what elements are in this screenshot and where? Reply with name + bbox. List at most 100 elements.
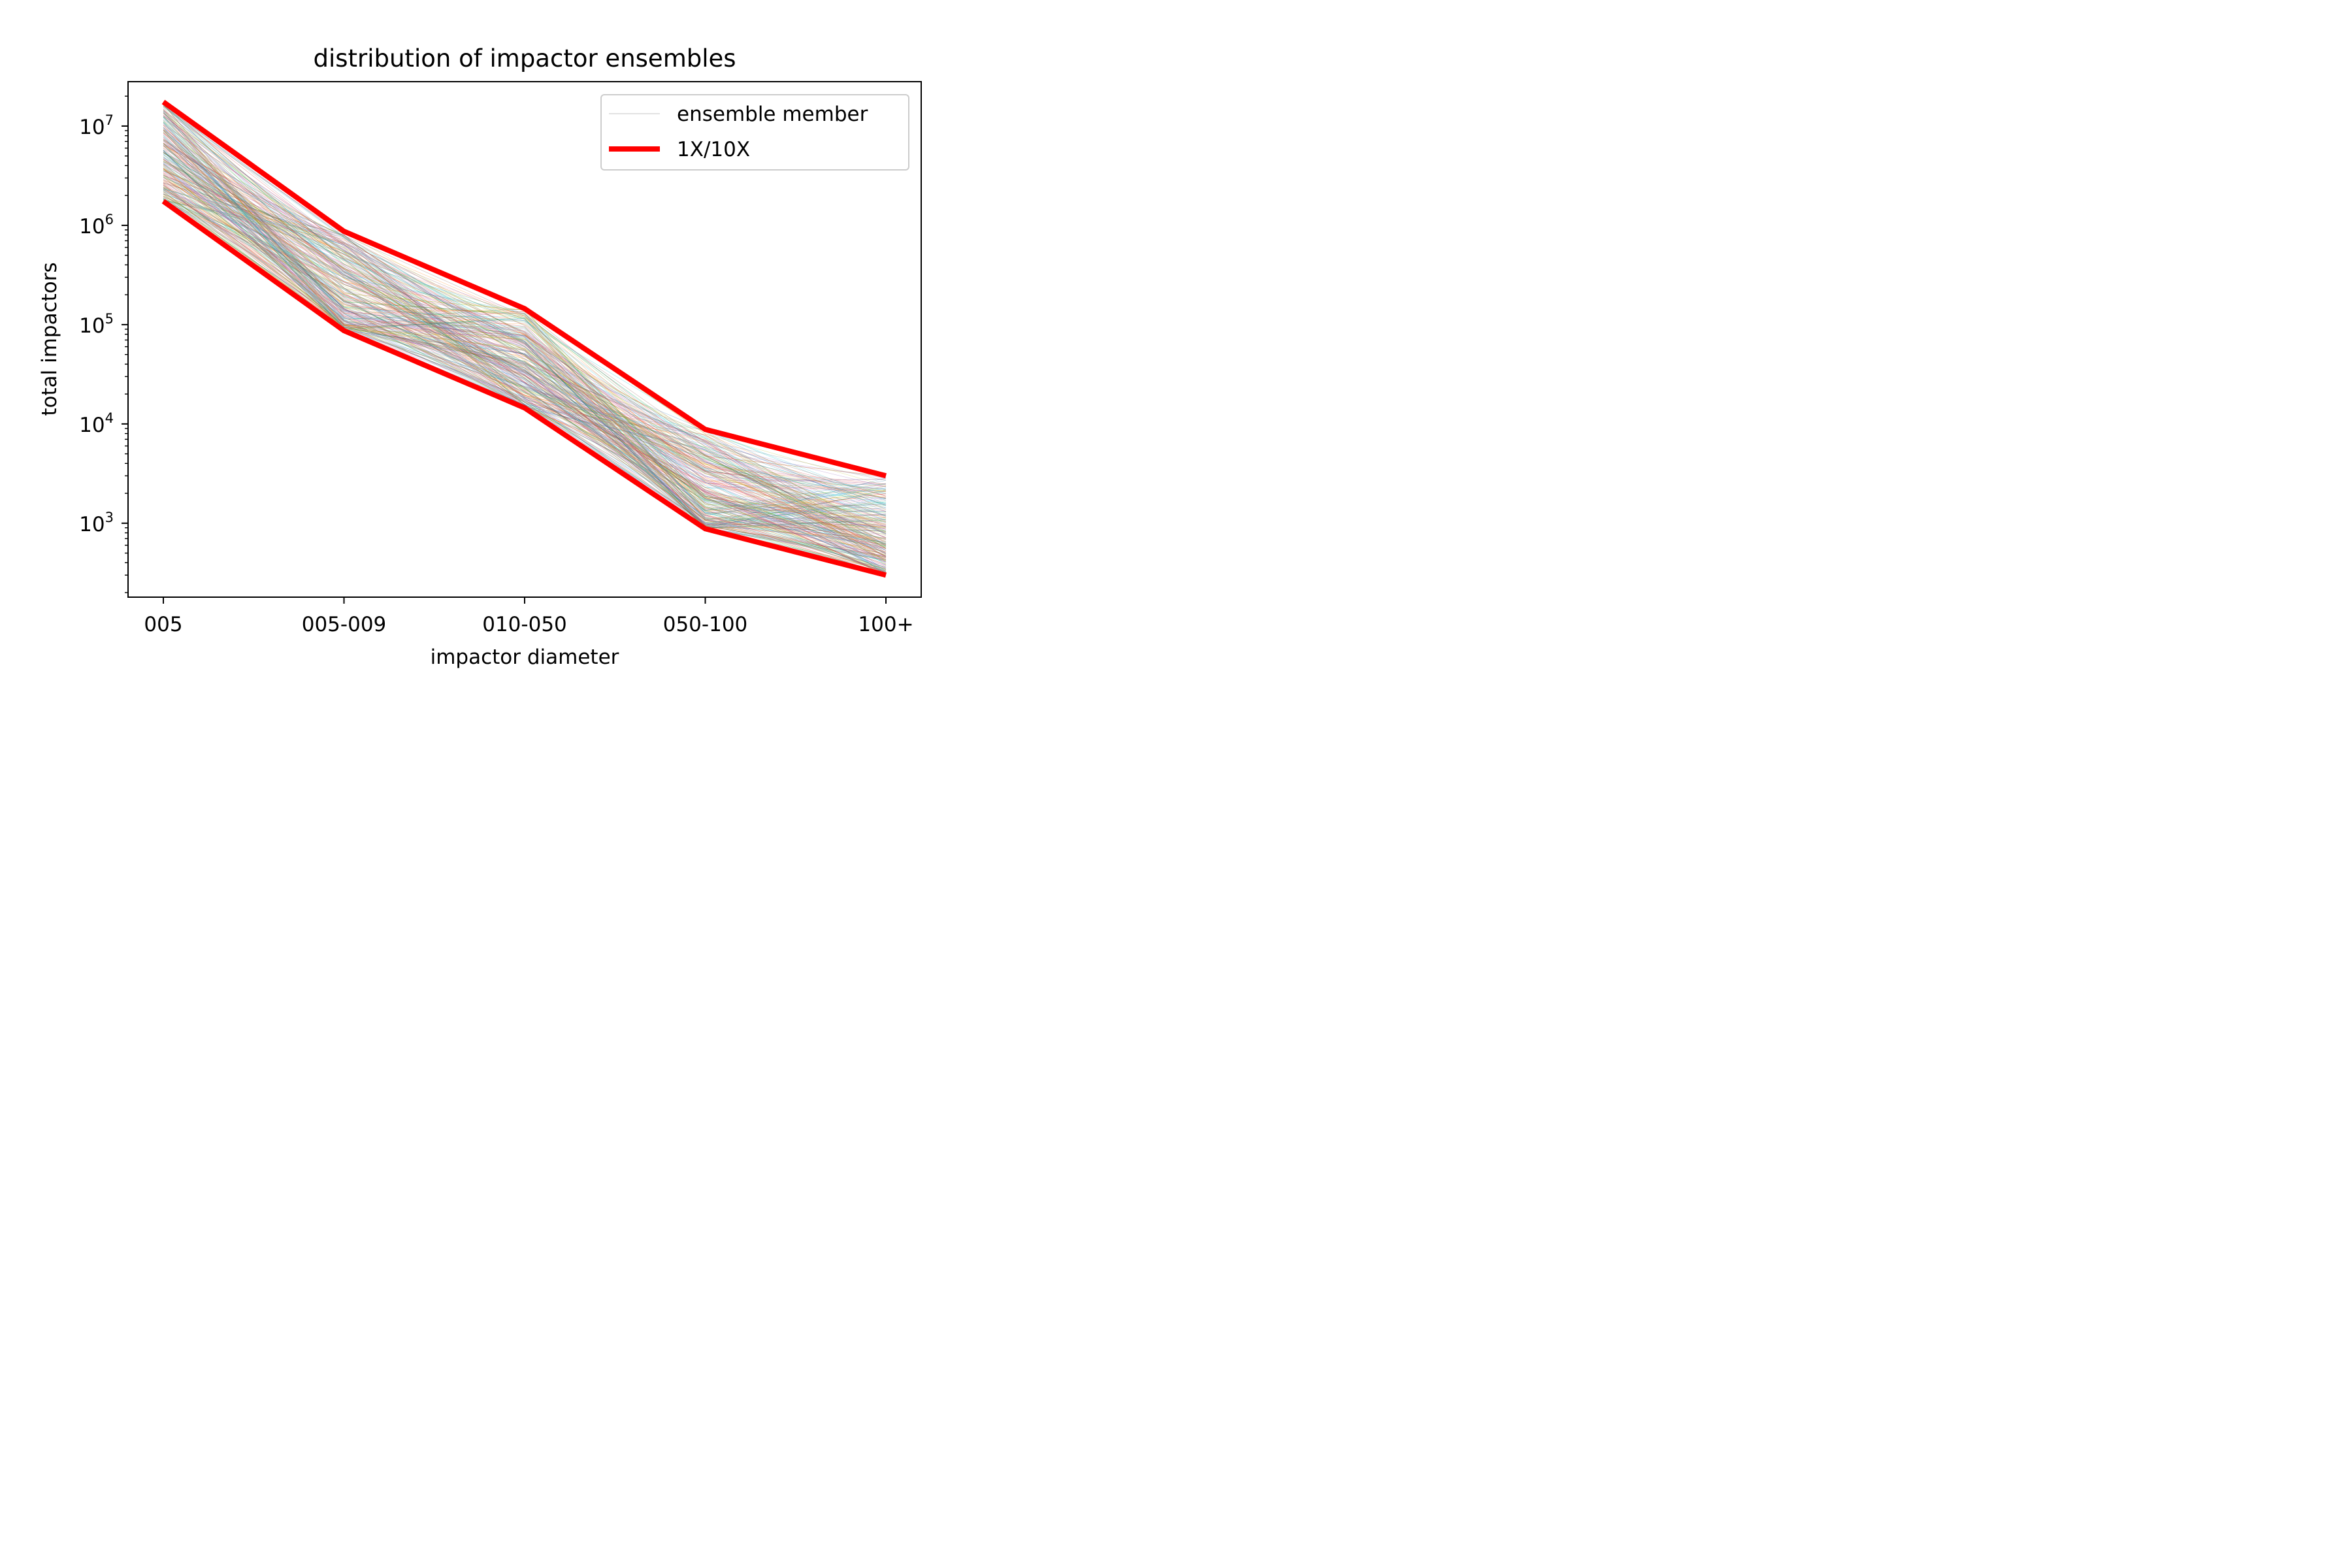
ensemble-member-line: [163, 122, 887, 506]
ensemble-member-line: [163, 142, 887, 519]
ensemble-member-line: [163, 103, 887, 490]
ensemble-member-line: [163, 145, 887, 555]
ensemble-member-line: [163, 113, 887, 534]
ensemble-member-line: [163, 120, 887, 547]
ensemble-member-line: [163, 195, 887, 529]
ensemble-member-line: [163, 166, 887, 506]
ensemble-member-line: [163, 104, 887, 519]
ensemble-member-line: [163, 140, 887, 525]
legend: ensemble member 1X/10X: [600, 94, 909, 171]
ensemble-member-line: [163, 164, 887, 486]
ensemble-member-line: [163, 200, 887, 546]
ensemble-member-line: [163, 189, 887, 538]
ensemble-member-line: [163, 148, 887, 515]
ensemble-member-line: [163, 187, 887, 497]
ensemble-member-line: [163, 197, 887, 512]
ensemble-member-line: [163, 192, 887, 506]
ensemble-member-line: [163, 120, 887, 561]
ensemble-member-line: [163, 154, 887, 527]
ensemble-member-line: [163, 130, 887, 499]
ensemble-member-line: [163, 104, 887, 569]
ensemble-member-line: [163, 120, 887, 572]
ensemble-member-line: [163, 116, 887, 532]
ensemble-member-line: [163, 201, 887, 570]
ensemble-member-line: [163, 133, 887, 566]
ensemble-member-line: [163, 180, 887, 572]
ensemble-member-line: [163, 177, 887, 554]
ensemble-member-line: [163, 122, 887, 574]
ensemble-member-line: [163, 163, 887, 495]
x-tick-label: 005: [144, 613, 182, 636]
ensemble-member-line: [163, 186, 887, 557]
ensemble-member-line: [163, 123, 887, 566]
ensemble-member-line: [163, 152, 887, 526]
ensemble-member-line: [163, 159, 887, 516]
ensemble-member-line: [163, 112, 887, 540]
ensemble-member-line: [163, 186, 887, 509]
ensemble-member-line: [163, 172, 887, 548]
ensemble-member-line: [163, 184, 887, 542]
ensemble-member-line: [163, 138, 887, 540]
y-tick-label: 106: [79, 212, 114, 238]
ensemble-member-line: [163, 142, 887, 498]
y-tick-label: 103: [79, 510, 114, 536]
ensemble-member-line: [163, 129, 887, 570]
ensemble-member-line: [163, 151, 887, 531]
ensemble-member-line: [163, 170, 887, 550]
ensemble-member-line: [163, 140, 887, 549]
ensemble-member-line: [163, 152, 887, 558]
ensemble-member-line: [163, 172, 887, 527]
ensemble-member-line: [163, 116, 887, 516]
ensemble-member-line: [163, 165, 887, 559]
ensemble-member-line: [163, 111, 887, 574]
ensemble-member-line: [163, 187, 887, 512]
ensemble-member-line: [163, 105, 887, 479]
ensemble-member-line: [163, 123, 887, 574]
ensemble-member-line: [163, 132, 887, 526]
ensemble-member-line: [163, 195, 887, 544]
ensemble-member-line: [163, 168, 887, 521]
ensemble-member-line: [163, 188, 887, 516]
ensemble-member-line: [163, 145, 887, 545]
ensemble-member-line: [163, 154, 887, 549]
ensemble-member-line: [163, 143, 887, 575]
ensemble-member-line: [163, 166, 887, 525]
ensemble-member-line: [163, 150, 887, 512]
ensemble-member-line: [163, 109, 887, 563]
ensemble-member-line: [163, 136, 887, 528]
ensemble-member-line: [163, 184, 887, 500]
ensemble-member-line: [163, 143, 887, 483]
ensemble-member-line: [163, 188, 887, 516]
ensemble-member-line: [163, 182, 887, 534]
ensemble-member-line: [163, 200, 887, 545]
ensemble-member-line: [163, 111, 887, 487]
ensemble-member-line: [163, 113, 887, 574]
ensemble-member-line: [163, 146, 887, 551]
ensemble-member-line: [163, 122, 887, 532]
ensemble-member-line: [163, 191, 887, 517]
ensemble-member-line: [163, 125, 887, 557]
ensemble-member-line: [163, 115, 887, 568]
ensemble-member-line: [163, 124, 887, 532]
ensemble-member-line: [163, 200, 887, 574]
ensemble-member-line: [163, 201, 887, 573]
ensemble-member-line: [163, 150, 887, 511]
ensemble-member-line: [163, 161, 887, 574]
ensemble-member-line: [163, 176, 887, 501]
y-tick-label: 104: [79, 410, 114, 437]
ensemble-member-line: [163, 187, 887, 484]
ensemble-member-line: [163, 169, 887, 533]
ensemble-member-line: [163, 172, 887, 546]
ensemble-member-line: [163, 142, 887, 546]
ensemble-member-line: [163, 188, 887, 512]
bound-lines: [161, 99, 887, 578]
ensemble-member-line: [163, 172, 887, 575]
ensemble-member-line: [163, 193, 887, 521]
ensemble-member-line: [163, 189, 887, 540]
ensemble-member-line: [163, 126, 887, 555]
ensemble-member-line: [163, 139, 887, 544]
ensemble-member-line: [163, 148, 887, 528]
ensemble-member-line: [163, 106, 887, 572]
x-axis: 005 005-009 010-050 050-100 100+: [144, 597, 914, 636]
ensemble-member-line: [163, 150, 887, 547]
